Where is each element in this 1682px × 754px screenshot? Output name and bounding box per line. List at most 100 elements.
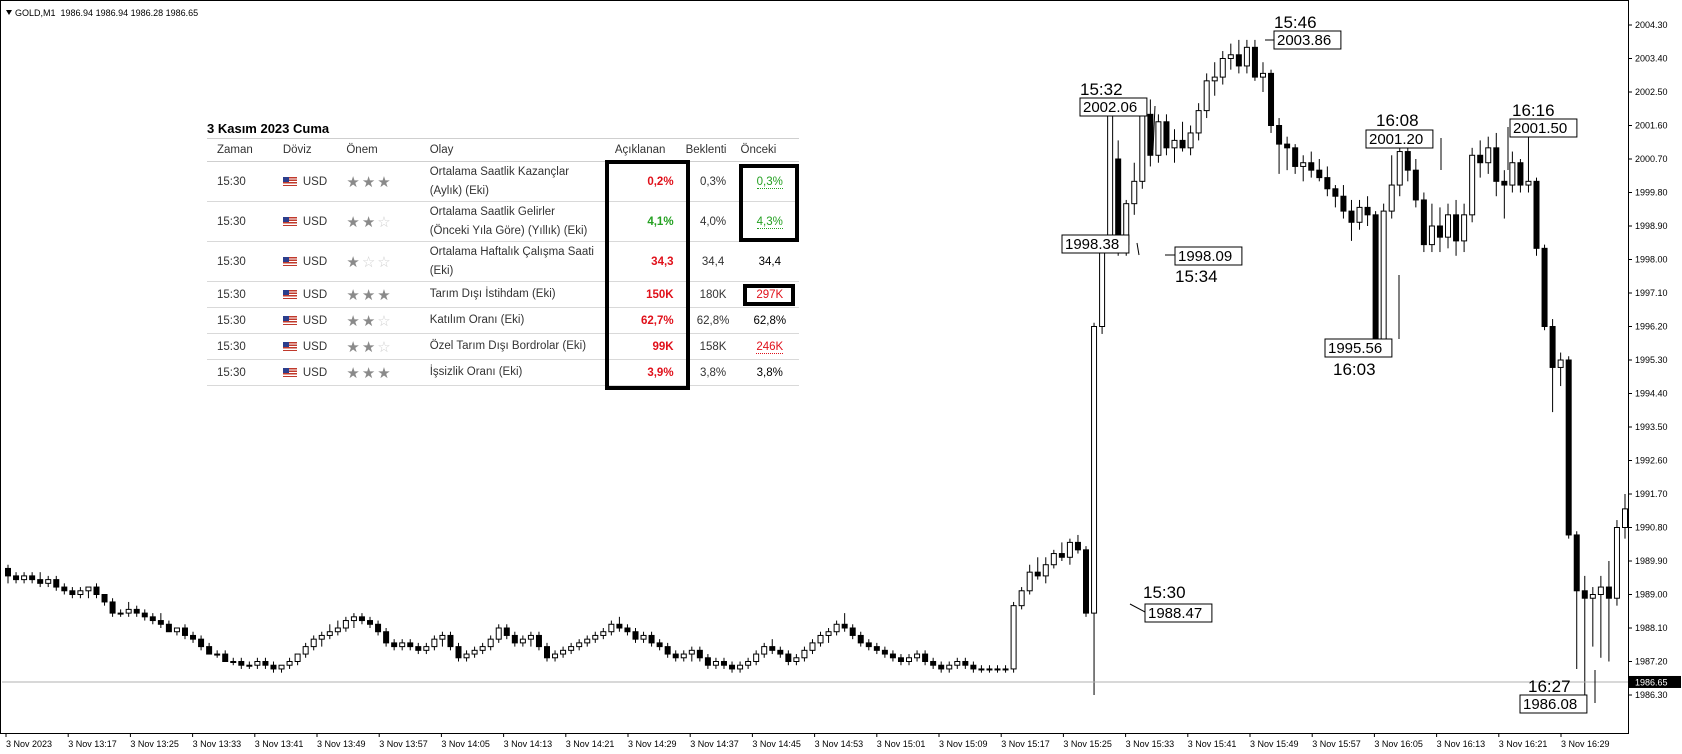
candle-body	[1300, 162, 1307, 167]
event-time: 15:30	[207, 281, 283, 308]
candle-body	[1243, 46, 1250, 67]
header-previous: Önceki	[740, 138, 799, 162]
event-name[interactable]: İşsizlik Oranı (Eki)	[429, 359, 607, 386]
event-name[interactable]: Tarım Dışı İstihdam (Eki)	[429, 281, 607, 308]
calendar-row[interactable]: 15:30 USD ★★☆ Katılım Oranı (Eki) 62,7% 62,8%…	[207, 307, 799, 334]
candle-body	[889, 653, 896, 659]
event-time: 15:30	[207, 359, 283, 386]
x-tick-label: 3 Nov 13:25	[130, 739, 179, 749]
candle-body	[584, 638, 591, 644]
candle-body	[1107, 110, 1114, 246]
us-flag-icon	[282, 341, 297, 351]
calendar-row[interactable]: 15:30 USD ★★★ Ortalama Saatlik Kazançlar (Ay…	[207, 161, 799, 202]
event-name[interactable]: Özel Tarım Dışı Bordrolar (Eki)	[429, 333, 607, 360]
y-tick-label: 2001.60	[1635, 121, 1668, 131]
candle-body	[246, 664, 253, 667]
currency-code: USD	[302, 288, 328, 301]
candle-body	[592, 634, 599, 640]
importance-star-icon: ★	[346, 338, 362, 356]
x-tick-label: 3 Nov 15:25	[1063, 739, 1112, 749]
calendar-row[interactable]: 15:30 USD ★★☆ Özel Tarım Dışı Bordrolar (Ek…	[207, 333, 799, 360]
previous-highlight-box	[738, 163, 799, 242]
x-tick-label: 3 Nov 14:37	[690, 739, 739, 749]
event-name[interactable]: Katılım Oranı (Eki)	[429, 307, 607, 334]
candle-body	[93, 586, 100, 595]
candle-body	[455, 646, 462, 659]
event-name[interactable]: Ortalama Saatlik Gelirler (Önceki Yıla Gö…	[429, 201, 607, 242]
candle-body	[1163, 121, 1170, 149]
candle-body	[817, 634, 824, 644]
x-tick-label: 3 Nov 13:17	[68, 739, 117, 749]
previous-value: 62,8%	[753, 314, 787, 327]
event-name-line1: Ortalama Saatlik Gelirler	[429, 205, 555, 218]
candle-body	[568, 646, 575, 651]
annotation-time: 16:03	[1333, 360, 1376, 379]
candle-body	[1187, 132, 1194, 149]
dropdown-triangle-icon[interactable]	[6, 10, 12, 15]
calendar-row[interactable]: 15:30 USD ★★☆ Ortalama Saatlik Gelirler (Önc…	[207, 201, 799, 242]
candle-body	[1372, 214, 1379, 346]
currency-cell: USD	[282, 307, 347, 334]
annotation-price: 2003.86	[1277, 32, 1331, 49]
candle-body	[222, 653, 229, 662]
candle-body	[1010, 605, 1017, 670]
candle-body	[1203, 80, 1210, 112]
candle-body	[69, 590, 76, 595]
candle-body	[1501, 180, 1508, 186]
currency-code: USD	[302, 340, 328, 353]
previous-highlight-box	[742, 283, 795, 306]
annotation-price-box	[1174, 246, 1243, 266]
currency-cell: USD	[282, 333, 347, 360]
calendar-row[interactable]: 15:30 USD ★★★ İşsizlik Oranı (Eki) 3,9% 3,8% 3…	[207, 359, 799, 386]
candle-body	[77, 590, 84, 595]
forecast-value: 62,8%	[685, 307, 741, 334]
x-tick-label: 3 Nov 13:49	[317, 739, 366, 749]
y-tick-label: 1993.50	[1635, 422, 1668, 432]
x-tick-label: 3 Nov 15:57	[1312, 739, 1361, 749]
candle-body	[1461, 214, 1468, 242]
importance-stars: ★★★	[346, 281, 430, 308]
calendar-row[interactable]: 15:30 USD ★★★ Tarım Dışı İstihdam (Eki) 150K…	[207, 281, 799, 308]
candle-body	[833, 623, 840, 633]
candle-body	[173, 627, 180, 633]
candle-body	[986, 668, 993, 671]
importance-star-icon: ★	[346, 253, 362, 271]
annotation-time: 15:46	[1274, 13, 1317, 32]
annotation-price-box	[1365, 129, 1434, 149]
candle-body	[391, 642, 398, 648]
event-time: 15:30	[207, 241, 283, 282]
candle-body	[53, 579, 60, 588]
symbol-header[interactable]: GOLD,M1 1986.94 1986.94 1986.28 1986.65	[6, 8, 198, 18]
candle-body	[785, 653, 792, 662]
x-tick-label: 3 Nov 14:05	[441, 739, 490, 749]
event-name-line1: Katılım Oranı (Eki)	[429, 314, 525, 326]
currency-cell: USD	[282, 281, 347, 308]
candle-body	[745, 661, 752, 666]
candle-body	[720, 661, 727, 666]
annotation-price-box	[1061, 234, 1130, 254]
forecast-value: 158K	[685, 333, 741, 360]
y-tick-label: 2004.30	[1635, 20, 1668, 30]
header-event: Olay	[429, 138, 607, 162]
x-tick-label: 3 Nov 15:09	[939, 739, 988, 749]
event-time: 15:30	[207, 333, 283, 360]
event-name-line2: (Önceki Yıla Göre) (Yıllık) (Eki)	[429, 224, 588, 237]
event-name[interactable]: Ortalama Saatlik Kazançlar (Aylık) (Eki)	[429, 161, 607, 202]
event-name[interactable]: Ortalama Haftalık Çalışma Saati (Eki)	[429, 241, 607, 282]
calendar-row[interactable]: 15:30 USD ★☆☆ Ortalama Haftalık Çalışma Saa…	[207, 241, 799, 282]
candle-body	[576, 642, 583, 648]
symbol-name: GOLD,M1	[15, 8, 56, 18]
importance-star-icon: ★	[346, 286, 362, 304]
candle-body	[1453, 214, 1460, 242]
candle-body	[133, 608, 140, 614]
forecast-value: 3,8%	[685, 359, 741, 386]
y-tick-label: 1998.00	[1635, 255, 1668, 265]
y-tick-label: 2003.40	[1635, 54, 1668, 64]
candle-body	[1292, 147, 1299, 167]
annotation-price: 2001.50	[1513, 120, 1567, 137]
y-tick-label: 1994.40	[1635, 389, 1668, 399]
candles-group	[5, 39, 1628, 703]
us-flag-icon	[282, 289, 297, 299]
candle-body	[1533, 180, 1540, 249]
annotation-time: 15:32	[1080, 80, 1123, 99]
